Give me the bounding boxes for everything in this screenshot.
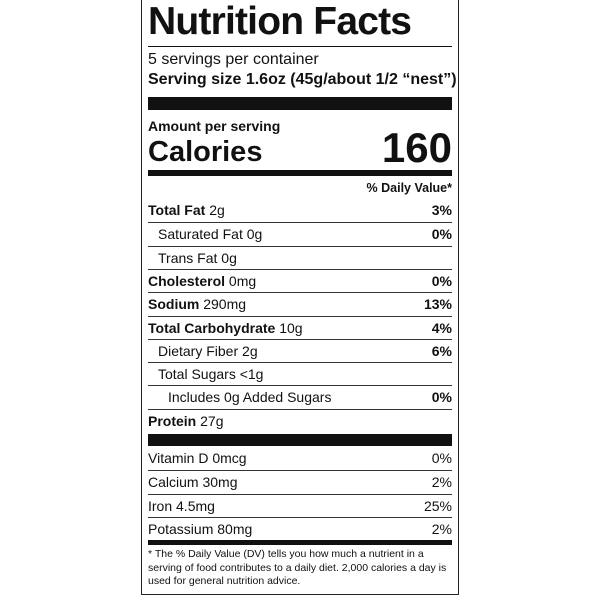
nutrient-name: Total Carbohydrate [148,319,276,336]
nutrient-name: Trans Fat [158,249,218,266]
nutrient-name: Total Fat [148,202,206,218]
nutrient-row: Trans Fat 0g [148,245,452,269]
nutrient-dv: 13% [423,296,452,313]
nutrient-name: Cholesterol [148,272,226,289]
vitamin-row: Potassium 80mg 2% [148,516,452,540]
vitamin-row: Vitamin D 0mcg 0% [148,447,452,470]
vitamin-row: Iron 4.5mg 25% [148,493,452,517]
calories-label: Calories [148,136,263,168]
vitamin-amount: 80mg [217,520,253,537]
footnote: * The % Daily Value (DV) tells you how m… [148,548,447,587]
nutrient-name: Total Sugars [158,366,236,383]
rule [148,46,452,47]
calories-row: Calories 160 [148,126,452,174]
medium-rule [148,540,452,545]
nutrient-row: Total Sugars <1g [148,362,452,385]
vitamin-dv: 2% [431,520,452,537]
nutrient-dv: 0% [431,226,452,243]
nutrient-name: Includes 0g Added Sugars [168,389,332,406]
nutrient-row: Sodium 290mg 13% [148,292,452,315]
nutrient-row: Includes 0g Added Sugars 0% [148,385,452,408]
vitamin-name: Iron [148,497,173,514]
thick-rule [148,434,452,446]
serving-size: Serving size 1.6oz (45g/about 1/2 “nest”… [148,70,457,90]
nutrient-amount: 2g [209,202,225,218]
nutrient-name: Dietary Fiber [158,342,239,359]
nutrient-dv: 0% [431,272,452,289]
vitamin-dv: 2% [431,474,452,491]
nutrient-row: Protein 27g [148,408,452,432]
nutrient-amount: 0mg [228,272,257,289]
nutrient-dv: 3% [431,202,452,218]
title: Nutrition Facts [148,0,412,43]
nutrient-amount: 10g [279,319,303,336]
nutrient-row: Cholesterol 0mg 0% [148,268,452,292]
vitamin-name: Potassium [148,520,214,537]
vitamin-name: Vitamin D [148,450,209,466]
nutrient-dv: 6% [431,342,452,359]
nutrient-amount: 27g [200,412,224,429]
calories-value: 160 [381,124,452,171]
vitamin-amount: 30mg [202,474,238,491]
servings: 5 servings per container [148,51,319,68]
serving-size-label: Serving size [148,71,242,88]
nutrient-dv: 4% [431,319,452,336]
nutrient-amount: 290mg [203,296,247,313]
thick-rule [148,97,452,110]
nutrient-amount: 0g [221,249,237,266]
vitamin-dv: 25% [423,497,452,514]
nutrient-amount: 2g [242,342,258,359]
nutrient-amount: 0g [246,226,263,243]
nutrition-label: Nutrition Facts 5 servings per container… [141,0,459,595]
nutrient-row: Total Fat 2g 3% [148,199,452,222]
nutrient-amount: <1g [239,366,264,383]
vitamin-name: Calcium [148,474,199,491]
vitamin-amount: 4.5mg [176,497,215,514]
nutrient-row: Total Carbohydrate 10g 4% [148,315,452,339]
vitamin-dv: 0% [431,450,452,466]
nutrient-dv: 0% [431,389,452,406]
amount-per-serving: Amount per serving [148,118,281,134]
vitamin-amount: 0mcg [212,450,247,466]
medium-rule [148,170,452,176]
nutrient-row: Dietary Fiber 2g 6% [148,338,452,362]
daily-value-header: % Daily Value* [366,181,452,195]
nutrient-row: Saturated Fat 0g 0% [148,222,452,245]
serving-size-value: 1.6oz (45g/about 1/2 “nest”) [245,71,457,88]
nutrient-name: Protein [148,412,197,429]
vitamin-row: Calcium 30mg 2% [148,470,452,493]
nutrient-name: Sodium [148,296,200,313]
nutrient-name: Saturated Fat [158,226,243,243]
